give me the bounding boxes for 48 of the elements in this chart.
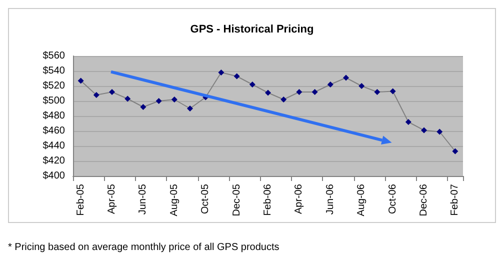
x-tick-label: Dec-06 (418, 184, 430, 216)
x-tick-label: Aug-05 (168, 184, 180, 216)
x-tick-label: Feb-05 (75, 184, 86, 216)
x-tick-label: Feb-06 (262, 184, 274, 216)
y-tick-label: $500 (42, 96, 66, 106)
point (280, 96, 287, 102)
x-tick-label: Apr-06 (294, 184, 305, 214)
point (109, 89, 115, 95)
point (78, 78, 84, 84)
chart-title: GPS - Historical Pricing (190, 24, 314, 36)
point (452, 148, 458, 154)
point (358, 83, 365, 89)
point (140, 104, 146, 110)
point (405, 119, 412, 125)
x-tick-label: Jun-06 (324, 184, 336, 215)
point (265, 90, 271, 96)
x-tick-label: Dec-05 (231, 184, 242, 216)
y-tick-label: $420 (42, 156, 66, 166)
point (343, 74, 349, 81)
x-tick-label: Apr-05 (106, 184, 118, 214)
point (421, 127, 427, 134)
y-tick-label: $440 (42, 140, 66, 152)
y-tick-label: $400 (42, 170, 66, 182)
point (296, 89, 302, 95)
point (312, 89, 318, 95)
point (249, 82, 256, 88)
point (156, 98, 162, 104)
x-tick-label: Feb-07 (450, 184, 461, 216)
y-tick-label: $540 (42, 66, 66, 76)
x-tick-label: Jun-05 (138, 184, 149, 215)
point (327, 82, 334, 88)
point (124, 96, 131, 102)
y-tick-label: $560 (42, 50, 66, 62)
point (436, 128, 443, 135)
y-tick-label: $460 (42, 126, 66, 136)
y-tick-label: $520 (42, 80, 66, 92)
point (374, 89, 380, 95)
point (187, 106, 193, 112)
point (218, 70, 224, 76)
x-tick-label: Aug-06 (356, 184, 368, 216)
point (390, 88, 396, 94)
text: * Pricing based on average monthly price of all GPS products (8, 241, 280, 254)
point (93, 92, 100, 98)
point (171, 96, 178, 102)
x-tick-label: Oct-05 (200, 184, 212, 214)
x-tick-label: Oct-06 (387, 184, 398, 214)
y-tick-label: $480 (42, 110, 66, 122)
point (234, 73, 240, 80)
